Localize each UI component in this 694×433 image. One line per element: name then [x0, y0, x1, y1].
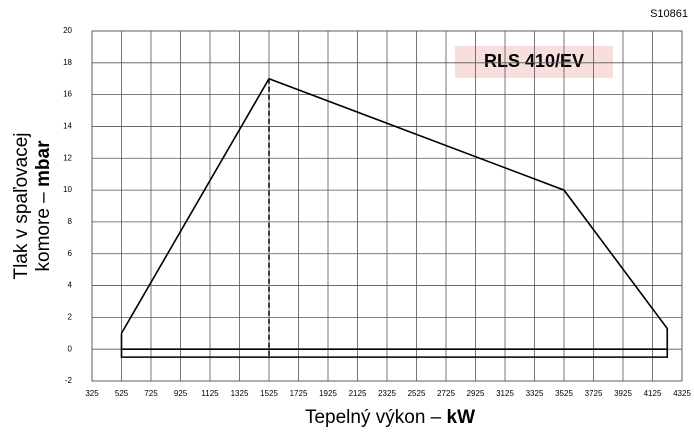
figure-code: S10861	[650, 8, 688, 20]
y-tick-label: 10	[63, 185, 72, 194]
model-box	[455, 46, 613, 78]
x-tick-label: 3925	[614, 389, 632, 398]
x-tick-label: 525	[115, 389, 129, 398]
y-tick-label: -2	[65, 376, 73, 385]
y-tick-label: 16	[63, 90, 72, 99]
series-line	[120, 77, 669, 358]
y-tick-label: 8	[68, 217, 73, 226]
x-tick-label: 3725	[585, 389, 603, 398]
x-tick-label: 4125	[644, 389, 662, 398]
y-axis-title: Tlak v spaľovacej	[11, 132, 32, 279]
y-tick-label: 0	[68, 344, 73, 353]
plot-frame	[91, 30, 683, 382]
x-tick-label: 2925	[467, 389, 485, 398]
x-axis-title-text: Tepelný výkon –	[305, 407, 447, 428]
x-tick-label: 2525	[408, 389, 426, 398]
x-tick-label: 3525	[555, 389, 573, 398]
y-tick-label: 20	[63, 26, 72, 35]
x-tick-label: 1525	[260, 389, 278, 398]
y-tick-label: 6	[68, 249, 73, 258]
x-tick-label: 3125	[496, 389, 514, 398]
y-tick-label: 14	[63, 122, 72, 131]
y-tick-label: 12	[63, 153, 72, 162]
model-label: RLS 410/EV	[484, 51, 584, 71]
x-axis-unit: kW	[447, 407, 476, 428]
x-tick-label: 1325	[231, 389, 249, 398]
y-axis-title: komore – mbar	[33, 140, 54, 272]
y-axis-unit: mbar	[33, 140, 54, 187]
x-tick-label: 925	[174, 389, 188, 398]
x-tick-label: 4325	[673, 389, 691, 398]
y-tick-label: 18	[63, 58, 72, 67]
y-tick-label: 2	[68, 312, 73, 321]
x-axis-title: Tepelný výkon – kW	[305, 407, 475, 428]
x-tick-label: 325	[85, 389, 99, 398]
y-tick-label: 4	[68, 281, 73, 290]
x-tick-label: 1125	[201, 389, 219, 398]
y-axis-title-text: komore –	[33, 187, 54, 271]
x-tick-label: 3325	[526, 389, 544, 398]
x-tick-label: 2325	[378, 389, 396, 398]
x-tick-label: 1925	[319, 389, 337, 398]
x-tick-label: 2725	[437, 389, 455, 398]
x-tick-label: 1725	[290, 389, 308, 398]
x-tick-label: 2125	[349, 389, 367, 398]
x-tick-label: 725	[144, 389, 158, 398]
